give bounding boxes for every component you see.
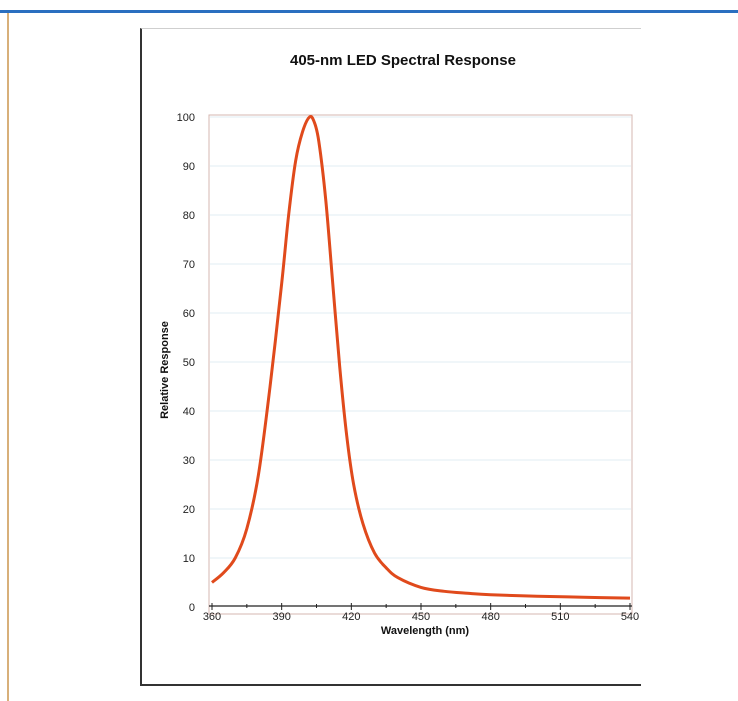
y-tick-label: 40	[183, 406, 195, 418]
x-tick-label: 480	[481, 611, 499, 623]
y-axis-title: Relative Response	[159, 321, 171, 419]
gridlines	[210, 116, 631, 559]
series-line	[211, 115, 631, 600]
x-tick-label: 360	[203, 611, 221, 623]
x-tick-label: 420	[342, 611, 360, 623]
x-tick-label: 540	[621, 611, 639, 623]
y-tick-label: 50	[183, 357, 195, 369]
x-axis-title: Wavelength (nm)	[381, 625, 470, 637]
x-tick-label: 390	[272, 611, 290, 623]
y-tick-label: 10	[183, 553, 195, 565]
y-tick-label: 20	[183, 504, 195, 516]
y-tick-label: 60	[183, 308, 195, 320]
y-tick-label: 0	[189, 602, 195, 614]
plot-area	[208, 114, 633, 615]
x-ticks: 360 390 420 450 480 510 540	[203, 603, 639, 623]
y-tick-label: 80	[183, 210, 195, 222]
chart-title: 405-nm LED Spectral Response	[290, 52, 516, 69]
x-tick-label: 510	[551, 611, 569, 623]
x-tick-label: 450	[412, 611, 430, 623]
left-border-rule	[7, 13, 9, 701]
y-tick-label: 100	[177, 112, 195, 124]
y-tick-label: 90	[183, 161, 195, 173]
top-bar	[0, 0, 738, 13]
y-tick-label: 30	[183, 455, 195, 467]
y-tick-label: 70	[183, 259, 195, 271]
y-ticks: 0 10 20 30 40 50 60 70 80 90 100	[177, 112, 195, 614]
